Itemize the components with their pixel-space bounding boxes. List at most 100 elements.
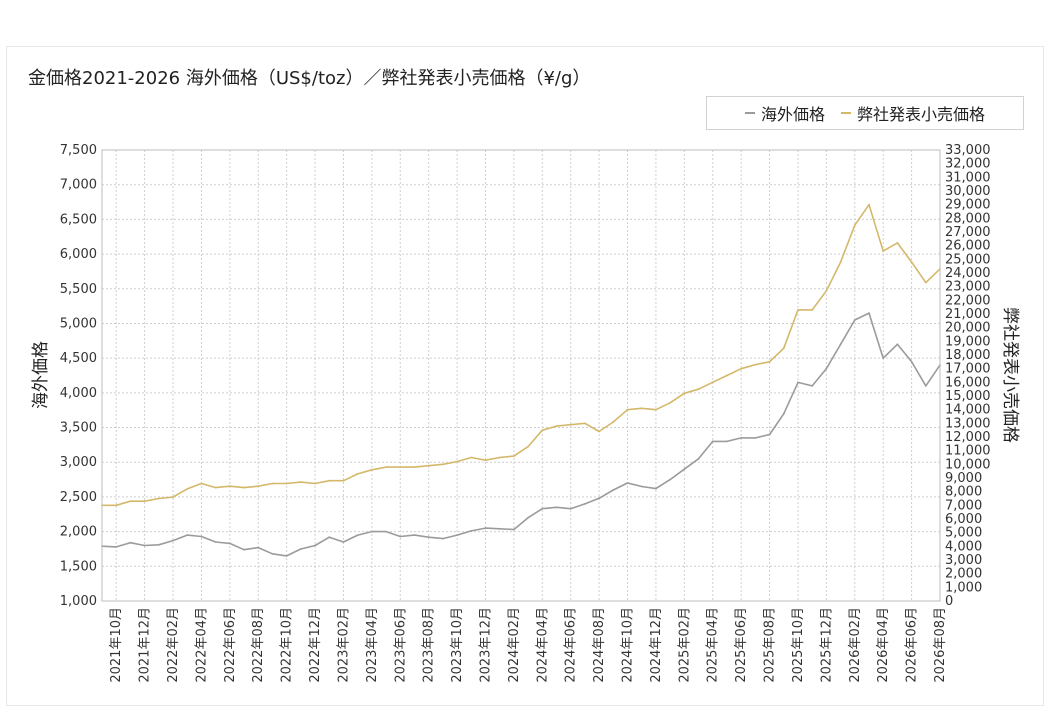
data-point-overseas (640, 485, 643, 488)
data-point-retail (157, 497, 160, 500)
left-tick-label: 7,500 (60, 143, 97, 158)
data-point-overseas (896, 343, 899, 346)
data-point-overseas (371, 530, 373, 533)
data-point-overseas (328, 536, 331, 539)
right-tick-label: 30,000 (945, 184, 991, 199)
right-tick-label: 9,000 (945, 471, 982, 486)
data-point-overseas (726, 440, 728, 443)
data-point-retail (385, 466, 387, 468)
right-tick-label: 20,000 (945, 321, 991, 336)
series-layer (101, 203, 941, 557)
plot-frame (101, 149, 941, 602)
right-tick-label: 7,000 (945, 498, 982, 513)
data-point-retail (442, 463, 444, 466)
right-tick-label: 6,000 (945, 512, 982, 527)
x-tick-label: 2026年02月 (848, 607, 863, 683)
data-point-overseas (541, 507, 544, 510)
x-tick-label: 2022年10月 (280, 607, 295, 683)
right-tick-label: 5,000 (945, 526, 982, 541)
data-point-overseas (442, 537, 444, 540)
legend-swatch-overseas (744, 112, 755, 114)
data-point-retail (697, 388, 700, 391)
x-tick-label: 2023年04月 (365, 607, 380, 683)
data-point-overseas (697, 457, 700, 460)
data-point-overseas (569, 507, 572, 510)
left-tick-label: 6,000 (60, 247, 97, 262)
data-point-overseas (456, 534, 458, 536)
left-tick-label: 1,500 (60, 559, 97, 574)
right-tick-label: 21,000 (945, 307, 991, 322)
series-line-retail (102, 203, 941, 507)
data-point-retail (839, 261, 842, 263)
legend-swatch-retail (841, 112, 851, 114)
data-point-retail (555, 425, 558, 427)
data-point-overseas (527, 516, 529, 519)
x-tick-label: 2025年10月 (791, 607, 806, 683)
right-tick-label: 14,000 (945, 403, 991, 418)
data-point-retail (527, 445, 529, 448)
data-point-retail (413, 466, 416, 468)
series-line-overseas (101, 312, 941, 557)
data-point-retail (811, 309, 814, 311)
data-point-overseas (683, 468, 686, 471)
right-tick-label: 15,000 (945, 389, 991, 404)
data-point-retail (768, 360, 771, 363)
data-point-overseas (626, 482, 629, 484)
data-point-retail (669, 401, 671, 404)
data-point-overseas (243, 548, 245, 551)
right-tick-label: 31,000 (945, 170, 991, 185)
data-point-retail (513, 455, 515, 457)
data-point-overseas (299, 548, 302, 550)
data-point-retail (924, 281, 927, 284)
data-point-overseas (385, 530, 387, 533)
data-point-retail (598, 430, 600, 433)
legend-item-overseas[interactable]: 海外価格 (744, 101, 825, 125)
left-tick-label: 3,000 (60, 455, 97, 470)
data-point-overseas (271, 552, 274, 555)
data-point-overseas (186, 534, 189, 536)
right-tick-label: 16,000 (945, 375, 991, 390)
left-tick-label: 2,500 (60, 490, 97, 505)
x-tick-label: 2025年04月 (706, 607, 721, 683)
x-tick-label: 2024年06月 (564, 607, 579, 683)
data-point-overseas (853, 319, 856, 321)
right-tick-label: 24,000 (945, 266, 991, 281)
data-point-overseas (754, 437, 757, 439)
x-tick-label: 2024年12月 (649, 607, 664, 683)
data-point-overseas (910, 360, 913, 363)
left-tick-label: 2,000 (60, 525, 97, 540)
data-point-overseas (768, 433, 771, 436)
data-point-retail (782, 347, 785, 350)
right-tick-label: 11,000 (945, 444, 991, 459)
data-point-retail (299, 481, 302, 483)
data-point-retail (711, 381, 714, 384)
right-axis-title: 弊社発表小売価格 (1000, 307, 1020, 443)
right-tick-label: 33,000 (945, 143, 991, 158)
legend-label-overseas: 海外価格 (760, 105, 825, 124)
left-axis-title: 海外価格 (31, 341, 51, 409)
data-point-overseas (825, 367, 828, 370)
x-tick-label: 2024年08月 (592, 607, 607, 683)
legend-item-retail[interactable]: 弊社発表小売価格 (841, 101, 985, 125)
x-tick-label: 2023年06月 (393, 607, 408, 683)
data-point-overseas (257, 546, 260, 549)
axis-layer: 1,000 1,500 2,000 2,500 3,000 3,500 4,000 4,500… (31, 143, 1020, 683)
data-point-retail (498, 456, 501, 459)
data-point-overseas (427, 536, 430, 539)
data-point-overseas (143, 544, 146, 547)
data-point-overseas (555, 506, 558, 509)
data-point-retail (910, 261, 913, 263)
x-tick-label: 2024年10月 (621, 607, 636, 683)
right-tick-label: 1,000 (945, 580, 982, 595)
data-point-overseas (172, 539, 174, 542)
x-tick-label: 2023年12月 (478, 607, 493, 683)
x-tick-label: 2023年08月 (422, 607, 437, 683)
right-tick-label: 25,000 (945, 252, 991, 267)
right-tick-label: 32,000 (945, 157, 991, 172)
data-point-retail (214, 486, 217, 489)
x-tick-label: 2022年02月 (166, 607, 181, 683)
data-point-overseas (498, 527, 501, 530)
right-tick-label: 10,000 (945, 457, 991, 472)
right-tick-label: 0 (945, 594, 953, 609)
data-point-overseas (413, 534, 416, 536)
